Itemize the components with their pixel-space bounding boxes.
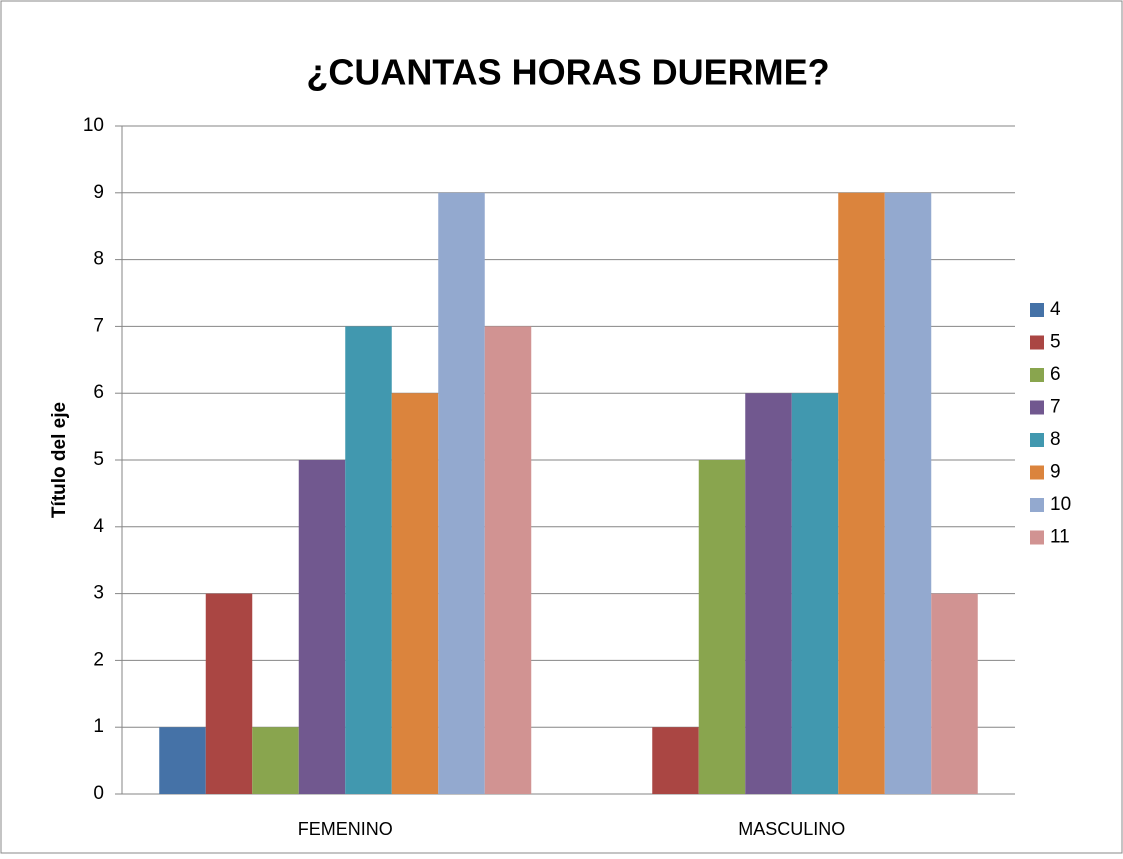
legend-label: 5 (1050, 332, 1061, 353)
bar (884, 192, 932, 795)
bar (484, 326, 532, 794)
legend-swatch (1030, 498, 1044, 512)
bar (745, 393, 792, 794)
y-tick-label: 6 (93, 382, 104, 403)
legend-swatch (1030, 465, 1044, 480)
legend-swatch (1030, 303, 1044, 317)
legend-label: 8 (1050, 429, 1061, 450)
legend-swatch (1030, 433, 1044, 447)
bar (159, 727, 206, 794)
y-axis-title: Título del eje (49, 402, 70, 518)
y-tick-label: 3 (93, 583, 104, 604)
bar (698, 460, 746, 794)
legend-label: 9 (1050, 462, 1061, 483)
bar (838, 192, 885, 795)
legend-label: 10 (1050, 494, 1071, 515)
legend-swatch (1030, 400, 1044, 415)
legend-label: 7 (1050, 397, 1061, 418)
legend-swatch (1030, 368, 1044, 382)
legend-label: 6 (1050, 364, 1061, 385)
legend-label: 4 (1050, 299, 1061, 320)
y-tick-label: 7 (93, 315, 104, 336)
y-tick-label: 8 (93, 249, 104, 270)
legend-label: 11 (1050, 527, 1070, 548)
y-tick-label: 10 (83, 115, 104, 136)
legend-swatch (1030, 530, 1044, 545)
bar (438, 192, 485, 795)
x-tick-label: FEMENINO (298, 819, 393, 839)
x-tick-label: MASCULINO (738, 819, 845, 839)
y-tick-label: 4 (93, 516, 104, 537)
bar (652, 727, 699, 794)
y-tick-label: 0 (93, 783, 104, 804)
y-tick-label: 1 (93, 716, 104, 737)
bar (931, 593, 978, 794)
bar (791, 393, 839, 794)
bar (252, 727, 299, 794)
y-tick-label: 2 (93, 649, 104, 670)
chart-title: ¿CUANTAS HORAS DUERME? (306, 52, 829, 93)
y-tick-label: 5 (93, 449, 104, 470)
bar (205, 593, 253, 794)
bar (345, 326, 392, 794)
bar (298, 460, 346, 794)
legend-swatch (1030, 335, 1044, 350)
y-tick-label: 9 (93, 182, 104, 203)
bar (391, 393, 439, 794)
